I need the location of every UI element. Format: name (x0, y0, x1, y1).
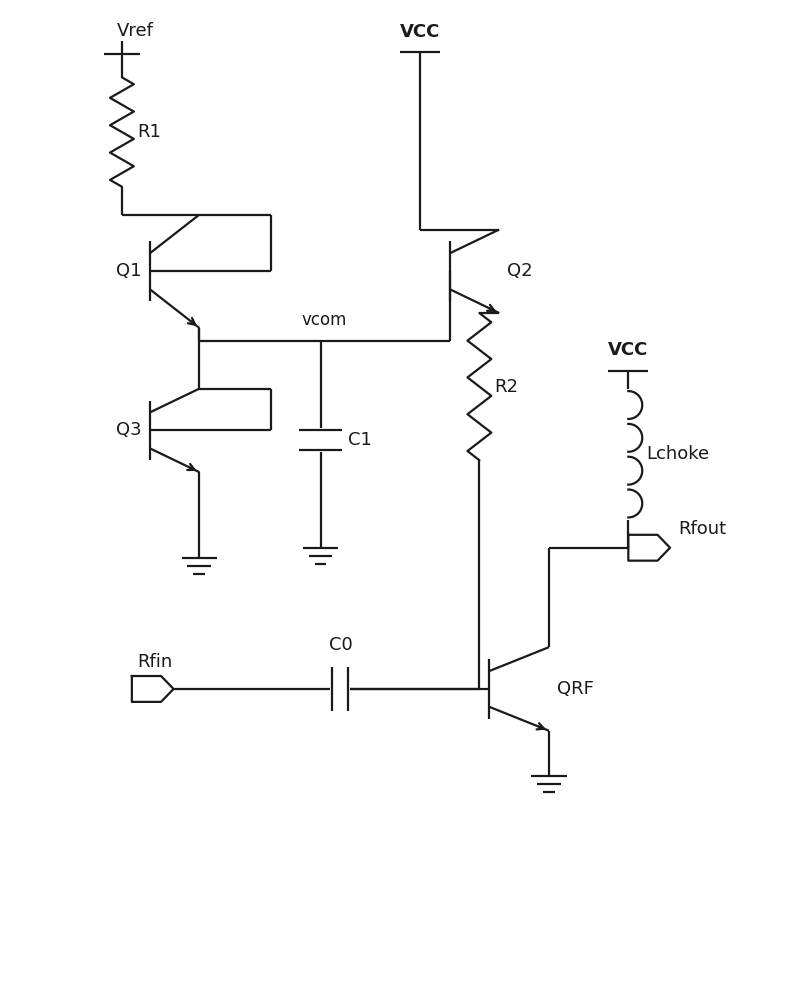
Text: R2: R2 (494, 378, 519, 396)
Text: Lchoke: Lchoke (646, 445, 709, 463)
Text: QRF: QRF (557, 680, 593, 698)
Text: Rfin: Rfin (137, 653, 172, 671)
Text: C0: C0 (329, 636, 352, 654)
Text: VCC: VCC (608, 341, 649, 359)
Text: VCC: VCC (400, 23, 440, 41)
Text: Q3: Q3 (116, 421, 142, 439)
Text: vcom: vcom (302, 311, 348, 329)
Text: Vref: Vref (117, 22, 154, 40)
Text: C1: C1 (348, 431, 372, 449)
Text: Rfout: Rfout (678, 520, 726, 538)
Text: Q1: Q1 (117, 262, 142, 280)
Text: Q2: Q2 (507, 262, 533, 280)
Text: R1: R1 (137, 123, 161, 141)
